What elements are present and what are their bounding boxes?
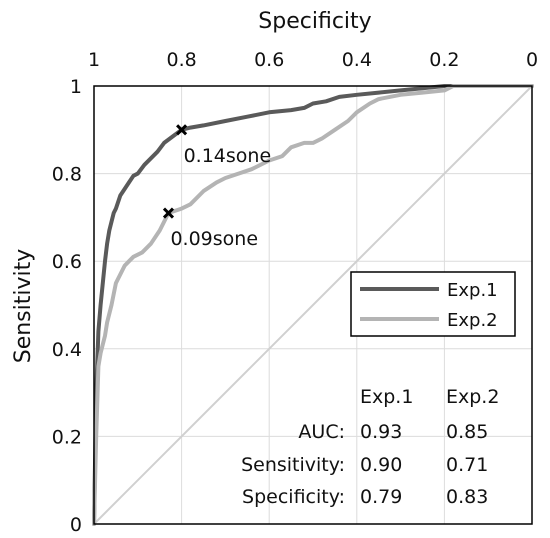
threshold-label: 0.14sone [184, 145, 272, 167]
specificity-tick-label: 0.2 [429, 49, 459, 71]
sensitivity-tick-label: 0 [70, 514, 82, 536]
sensitivity-tick-label: 1 [70, 76, 82, 98]
sensitivity-tick-label: 0.6 [52, 251, 82, 273]
legend-label-exp2: Exp.2 [447, 310, 498, 331]
series-line-exp2 [92, 84, 534, 526]
plot-frame [93, 85, 533, 525]
legend-box [350, 271, 516, 337]
sensitivity-tick-label: 0.4 [52, 339, 82, 361]
sensitivity-tick-label: 0.2 [52, 426, 82, 448]
stats-value: 0.79 [360, 486, 402, 508]
threshold-marker [162, 207, 175, 219]
tick-layer: 1 0.8 0.6 0.4 0.2 0 0 0.2 0.4 0.6 0.8 1 [52, 49, 538, 536]
stats-row-label: AUC: [298, 421, 345, 443]
stats-value: 0.83 [446, 486, 488, 508]
legend-label-exp1: Exp.1 [447, 280, 498, 301]
sensitivity-tick-label: 0.8 [52, 164, 82, 186]
stats-value: 0.71 [446, 454, 488, 476]
stats-row-label: Specificity: [242, 486, 345, 508]
series-line-exp1 [92, 84, 534, 526]
threshold-label: 0.09sone [170, 228, 258, 250]
stats-value: 0.93 [360, 421, 402, 443]
stats-value: 0.90 [360, 454, 402, 476]
specificity-tick-label: 0.6 [254, 49, 284, 71]
stats-header-exp2: Exp.2 [446, 386, 499, 408]
stats-row-label: Sensitivity: [241, 454, 345, 476]
specificity-tick-label: 0.4 [342, 49, 372, 71]
stats-table: Exp.1 Exp.2 AUC: 0.93 0.85 Sensitivity: … [241, 386, 499, 508]
threshold-marker [176, 124, 188, 136]
legend: Exp.1 Exp.2 [350, 271, 516, 337]
specificity-axis-title: Specificity [258, 9, 371, 34]
stats-value: 0.85 [446, 421, 488, 443]
sensitivity-axis-title: Sensitivity [11, 249, 36, 364]
specificity-tick-label: 1 [88, 49, 100, 71]
specificity-tick-label: 0 [526, 49, 538, 71]
marker-layer: 0.14sone 0.09sone [162, 124, 272, 250]
specificity-tick-label: 0.8 [166, 49, 196, 71]
stats-header-exp1: Exp.1 [360, 386, 413, 408]
reference-diagonal [93, 85, 533, 525]
series-layer [92, 84, 534, 526]
